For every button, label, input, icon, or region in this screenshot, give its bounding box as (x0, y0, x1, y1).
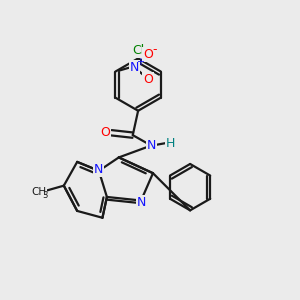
Text: O: O (143, 73, 153, 86)
Text: H: H (166, 137, 175, 150)
Text: N: N (146, 139, 156, 152)
Text: N: N (94, 163, 103, 176)
Text: Cl: Cl (132, 44, 144, 57)
Text: N: N (137, 196, 146, 209)
Text: +: + (136, 57, 144, 67)
Text: N: N (130, 61, 140, 74)
Text: O: O (100, 126, 110, 139)
Text: 3: 3 (43, 191, 48, 200)
Text: CH: CH (31, 187, 46, 196)
Text: O: O (143, 48, 153, 61)
Text: -: - (152, 43, 157, 56)
